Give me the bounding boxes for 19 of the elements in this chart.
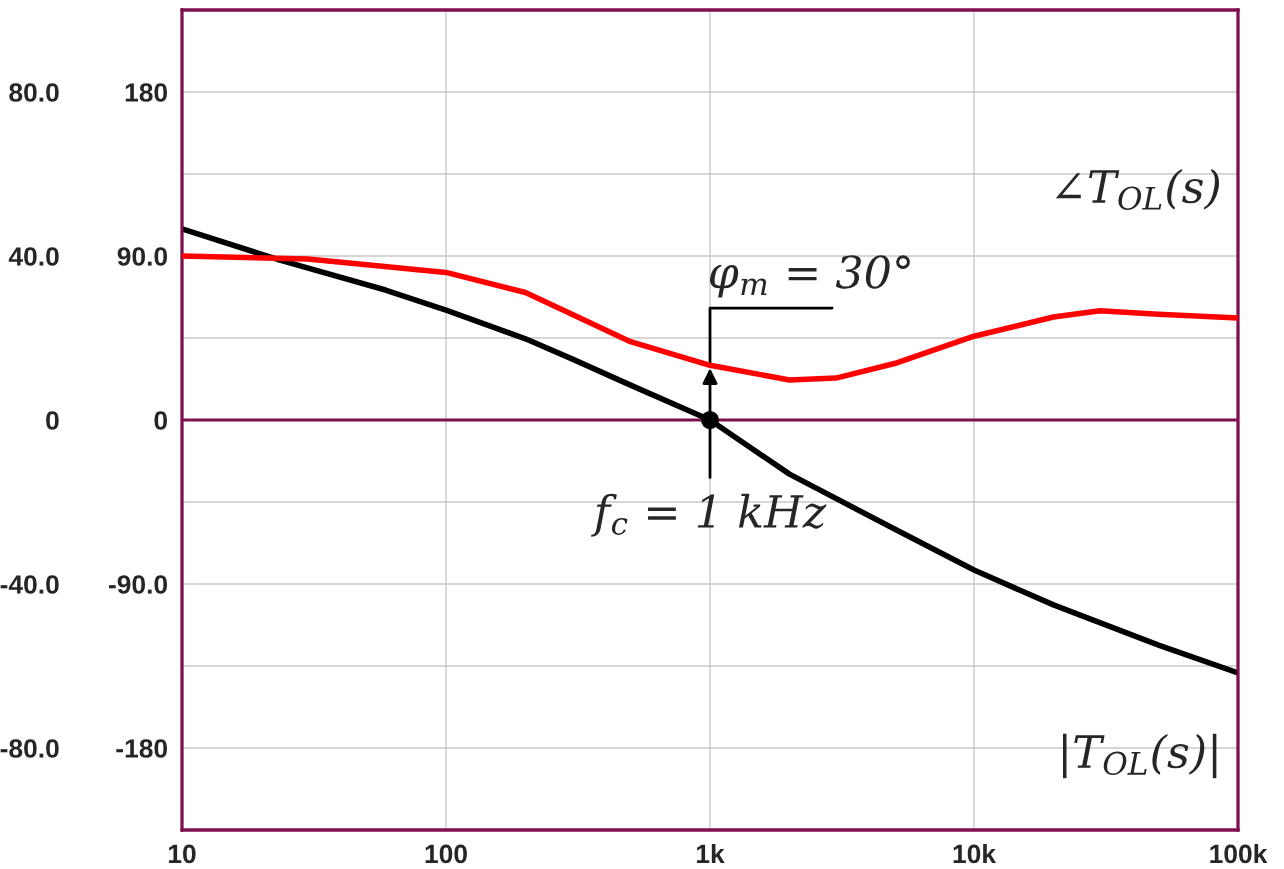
y-tick-label: -80.0 [0, 739, 59, 758]
y2-tick-label: -180 [116, 739, 168, 758]
y2-tick-label: -90.0 [109, 575, 168, 594]
annotation: φ$_{m}$ = 30° [710, 255, 910, 298]
x-tick-label: 100k [1210, 843, 1268, 864]
x-tick-label: 10 [168, 844, 196, 864]
y-tick-label: 40.0 [8, 247, 59, 266]
y2-tick-label: 0 [154, 411, 168, 430]
text: ∠T$_{OL}$(s) [1055, 168, 1220, 211]
y-tick-label: -40.0 [0, 575, 59, 594]
annotation: f$_{c}$ = 1 kHz [591, 493, 827, 537]
x-tick-label: 10k [953, 843, 997, 864]
y-tick-label: 0 [46, 411, 59, 430]
y2-tick-label: 180 [125, 83, 168, 102]
series-label: |T$_{OL}$(s)| [1063, 733, 1217, 779]
y-tick-label: 80.0 [9, 83, 59, 102]
x-tick-label: 1k [696, 843, 725, 864]
x-tick-label: 100 [425, 844, 467, 864]
y2-tick-label: 90.0 [117, 247, 168, 266]
